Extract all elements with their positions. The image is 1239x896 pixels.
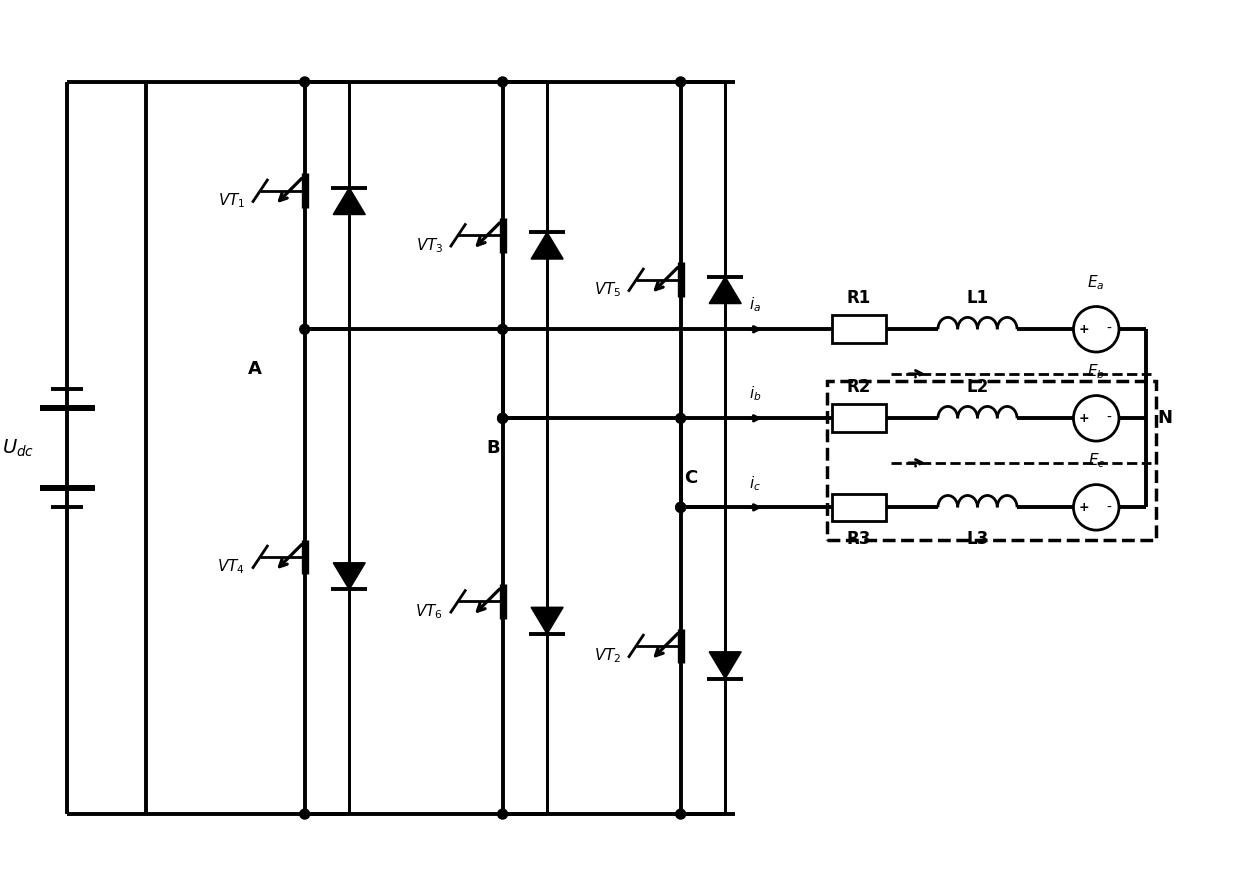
Text: C: C [684,469,698,487]
Circle shape [498,413,508,423]
Circle shape [300,77,310,87]
Polygon shape [532,607,564,634]
Text: $VT_4$: $VT_4$ [218,557,245,576]
Text: A: A [248,360,263,378]
Text: L3: L3 [966,530,989,548]
Polygon shape [333,188,366,214]
Text: -: - [1106,323,1111,336]
Circle shape [675,77,685,87]
Text: +: + [1078,501,1089,514]
Text: L2: L2 [966,377,989,396]
Text: $E_a$: $E_a$ [1088,273,1105,292]
Circle shape [498,324,508,334]
Circle shape [675,413,685,423]
Text: L1: L1 [966,289,989,306]
Circle shape [675,503,685,513]
Text: $i_b$: $i_b$ [748,384,761,403]
Circle shape [675,503,685,513]
Text: $E_b$: $E_b$ [1088,362,1105,381]
Text: $VT_3$: $VT_3$ [415,236,444,254]
Text: $U_{dc}$: $U_{dc}$ [1,437,33,459]
Text: B: B [486,439,499,457]
Circle shape [300,324,310,334]
Polygon shape [709,651,741,678]
Circle shape [1073,485,1119,530]
Circle shape [1073,395,1119,441]
Text: -: - [1106,500,1111,514]
Circle shape [498,809,508,819]
Text: $VT_2$: $VT_2$ [593,646,621,665]
Polygon shape [709,277,741,304]
Text: N: N [1157,409,1172,427]
Polygon shape [333,563,366,590]
Text: $i_c$: $i_c$ [748,474,761,493]
Circle shape [300,809,310,819]
Text: $VT_5$: $VT_5$ [593,280,621,299]
Text: $VT_6$: $VT_6$ [415,602,444,621]
Polygon shape [532,232,564,259]
Text: R3: R3 [846,530,871,548]
Bar [831,494,886,521]
Text: R2: R2 [846,377,871,396]
Text: +: + [1078,323,1089,336]
Circle shape [498,413,508,423]
Bar [831,404,886,432]
Text: +: + [1078,412,1089,425]
Circle shape [675,809,685,819]
Circle shape [498,77,508,87]
Text: R1: R1 [846,289,871,306]
Circle shape [1073,306,1119,352]
Text: -: - [1106,411,1111,426]
Text: $E_c$: $E_c$ [1088,451,1105,470]
Text: $i_a$: $i_a$ [748,296,761,314]
Text: $VT_1$: $VT_1$ [218,192,245,210]
Bar [831,315,886,343]
Bar [826,381,1156,540]
